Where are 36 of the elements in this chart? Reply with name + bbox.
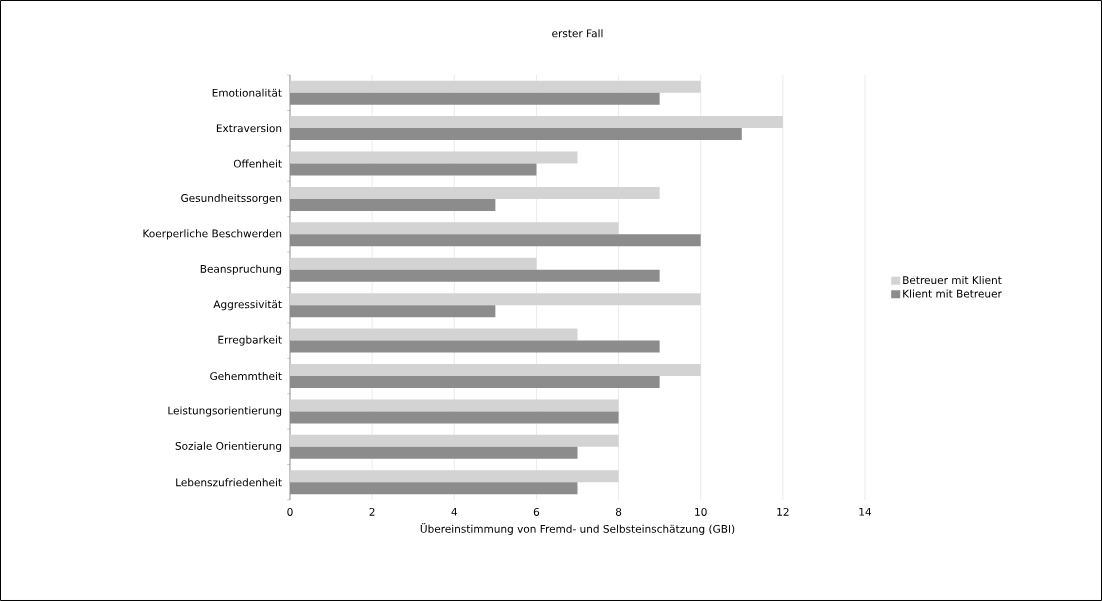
x-tick-label: 4 — [451, 507, 458, 516]
y-tick-label: Erregbarkeit — [218, 335, 282, 346]
bar — [290, 411, 619, 424]
y-tick-label: Leistungsorientierung — [168, 406, 282, 417]
x-tick-label: 10 — [695, 507, 707, 516]
y-tick-label: Lebenszufriedenheit — [176, 478, 282, 487]
y-tick-label: Gesundheitssorgen — [181, 193, 282, 205]
x-tick-label: 6 — [533, 507, 540, 516]
x-tick-label: 14 — [859, 507, 872, 516]
bar — [290, 269, 660, 282]
y-tick-label: Koerperliche Beschwerden — [143, 229, 282, 240]
bar — [290, 305, 496, 318]
legend-label: Klient mit Betreuer — [903, 289, 1002, 298]
bar — [290, 92, 660, 105]
bar — [290, 376, 660, 389]
y-tick-label: Offenheit — [233, 159, 282, 168]
bar — [290, 234, 701, 247]
x-tick-label: 0 — [287, 507, 293, 516]
bar — [290, 446, 578, 459]
bar — [290, 128, 742, 141]
bar — [290, 198, 496, 211]
y-tick-label: Gehemmtheit — [210, 371, 282, 381]
legend-label: Betreuer mit Klient — [903, 275, 1002, 285]
x-tick-label: 2 — [369, 507, 375, 516]
bar — [290, 340, 660, 353]
x-tick-label: 12 — [777, 507, 789, 516]
y-tick-label: Emotionalität — [212, 88, 282, 97]
y-tick-label: Soziale Orientierung — [175, 441, 282, 452]
y-tick-label: Beanspruchung — [200, 264, 282, 275]
bar — [290, 163, 537, 176]
chart-title: erster Fall — [552, 29, 603, 38]
bar — [290, 482, 578, 495]
y-tick-label: Aggressivität — [213, 300, 282, 311]
x-axis-title: Übereinstimmung von Fremd- und Selbsteinschätzung (GBI) — [420, 523, 735, 535]
x-tick-label: 8 — [615, 507, 622, 516]
y-tick-label: Extraversion — [216, 124, 282, 133]
